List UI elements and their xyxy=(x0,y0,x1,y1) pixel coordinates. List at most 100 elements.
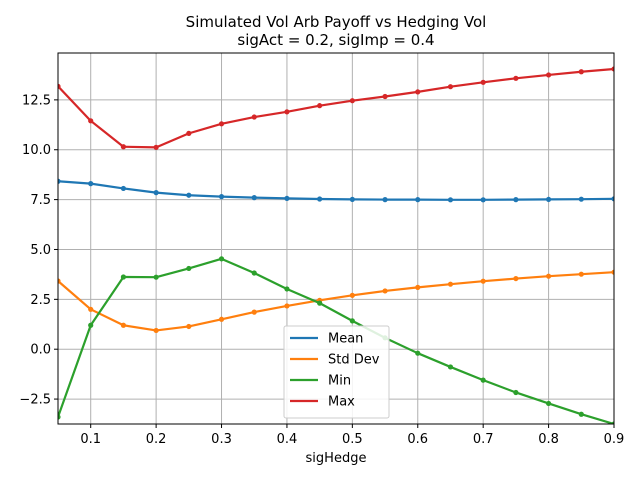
series-line-std-dev xyxy=(58,271,614,332)
data-point-min xyxy=(58,414,61,420)
x-tick-label: 0.4 xyxy=(277,432,298,447)
x-tick-label: 0.1 xyxy=(80,432,101,447)
data-point-std-dev xyxy=(58,278,61,284)
data-point-max xyxy=(58,83,61,89)
data-point-max xyxy=(317,103,323,109)
data-point-mean xyxy=(58,178,61,184)
data-point-max xyxy=(284,109,290,115)
data-point-mean xyxy=(251,195,257,201)
data-point-std-dev xyxy=(186,323,192,330)
x-tick-label: 0.6 xyxy=(407,432,428,447)
data-point-std-dev xyxy=(88,306,94,312)
data-point-max xyxy=(88,118,94,124)
data-point-min xyxy=(349,318,355,324)
legend: Mean Std Dev Min Max xyxy=(283,325,390,419)
data-point-std-dev xyxy=(153,327,159,334)
data-point-min xyxy=(120,274,127,280)
x-tick-label: 0.9 xyxy=(604,432,625,447)
legend-label: Mean xyxy=(328,332,363,347)
data-point-max xyxy=(480,79,486,85)
legend-box xyxy=(283,325,390,419)
data-point-max xyxy=(186,130,192,136)
legend-item-mean: Mean xyxy=(290,332,363,347)
data-point-min xyxy=(218,256,225,262)
legend-item-std-dev: Std Dev xyxy=(290,353,380,368)
y-axis: −2.5 0.0 2.5 5.0 7.5 10.0 12.5 xyxy=(19,93,58,408)
data-point-std-dev xyxy=(513,275,519,282)
plot-frame xyxy=(57,52,615,425)
data-point-mean xyxy=(153,190,159,196)
x-tick-label: 0.7 xyxy=(473,432,494,447)
data-point-std-dev xyxy=(382,288,388,294)
data-point-max xyxy=(578,69,584,75)
legend-item-max: Max xyxy=(290,395,355,410)
data-point-std-dev xyxy=(415,284,421,290)
legend-item-min: Min xyxy=(290,374,351,389)
x-tick-label: 0.3 xyxy=(211,432,232,447)
x-axis-label: sigHedge xyxy=(306,451,367,466)
series-layer xyxy=(58,66,614,424)
data-point-std-dev xyxy=(611,269,614,275)
data-point-mean xyxy=(186,192,192,198)
y-tick-label: 5.0 xyxy=(30,243,51,258)
data-point-min xyxy=(251,270,257,276)
data-point-mean xyxy=(545,196,552,203)
x-tick-label: 0.5 xyxy=(342,432,363,447)
data-point-std-dev xyxy=(218,316,225,322)
series-max xyxy=(58,66,614,150)
data-point-std-dev xyxy=(480,278,486,284)
data-point-max xyxy=(251,114,257,120)
data-point-max xyxy=(218,121,225,127)
legend-label: Std Dev xyxy=(328,353,380,368)
data-point-min xyxy=(480,377,486,383)
y-tick-label: 7.5 xyxy=(30,193,51,208)
data-point-min xyxy=(611,421,614,424)
data-point-mean xyxy=(349,196,355,203)
data-point-mean xyxy=(88,181,94,187)
data-point-min xyxy=(578,411,584,417)
data-point-max xyxy=(153,144,159,150)
series-line-min xyxy=(58,257,614,424)
data-point-min xyxy=(513,389,519,396)
x-tick-label: 0.8 xyxy=(538,432,559,447)
y-tick-label: 0.0 xyxy=(30,343,51,358)
data-point-mean xyxy=(120,185,127,192)
data-point-max xyxy=(447,84,454,90)
data-point-min xyxy=(447,364,454,370)
series-line-mean xyxy=(58,180,614,201)
data-point-std-dev xyxy=(578,271,584,277)
data-point-max xyxy=(545,72,552,78)
y-tick-label: 12.5 xyxy=(22,93,51,108)
data-point-mean xyxy=(480,197,486,203)
data-point-mean xyxy=(415,197,421,203)
y-tick-label: 10.0 xyxy=(22,143,51,158)
y-tick-label: 2.5 xyxy=(30,293,51,308)
legend-label: Max xyxy=(328,395,355,410)
data-point-std-dev xyxy=(284,303,290,309)
data-point-min xyxy=(545,400,552,407)
series-mean xyxy=(58,178,614,203)
series-std-dev xyxy=(58,269,614,334)
data-point-mean xyxy=(513,197,519,203)
data-point-min xyxy=(415,350,421,356)
data-point-min xyxy=(317,300,323,306)
data-point-std-dev xyxy=(251,309,257,315)
series-min xyxy=(58,256,614,424)
x-axis: 0.1 0.2 0.3 0.4 0.5 0.6 0.7 0.8 0.9 xyxy=(80,424,624,447)
data-point-mean xyxy=(218,194,225,200)
series-line-max xyxy=(58,67,614,149)
data-point-max xyxy=(382,93,388,100)
data-point-std-dev xyxy=(349,292,355,298)
data-point-max xyxy=(349,98,355,104)
chart-subtitle: sigAct = 0.2, sigImp = 0.4 xyxy=(237,31,434,49)
y-tick-label: −2.5 xyxy=(19,393,51,408)
data-point-mean xyxy=(382,197,388,203)
legend-label: Min xyxy=(328,374,351,389)
data-point-max xyxy=(415,89,421,95)
data-point-mean xyxy=(447,197,454,203)
chart-title: Simulated Vol Arb Payoff vs Hedging Vol xyxy=(186,13,487,31)
data-point-std-dev xyxy=(447,281,454,287)
data-point-min xyxy=(284,286,290,292)
data-point-max xyxy=(513,75,519,81)
